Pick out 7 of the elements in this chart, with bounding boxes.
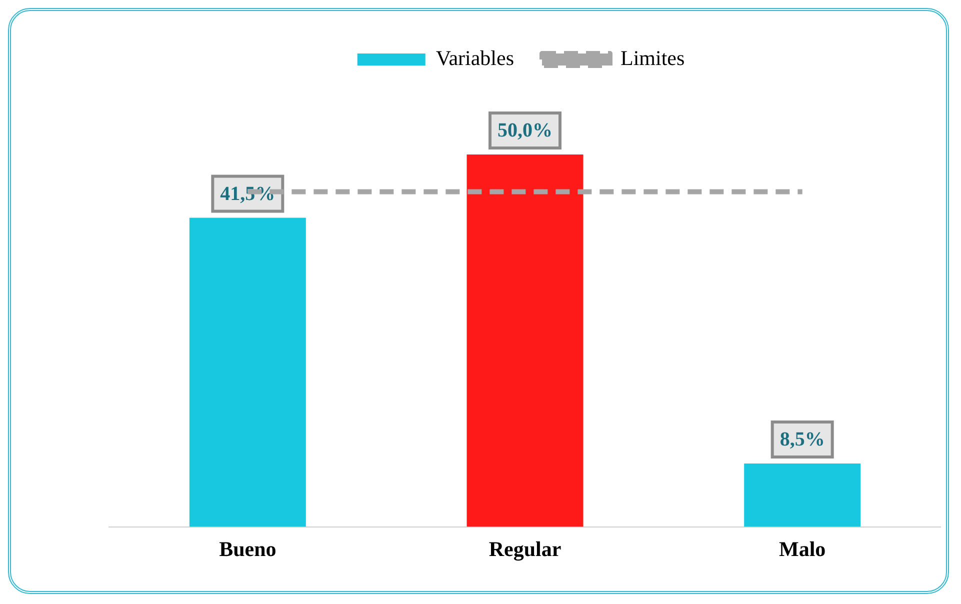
x-tick-label: Regular [488, 536, 562, 561]
legend-label: Limites [620, 46, 685, 70]
legend-label: Variables [436, 46, 514, 70]
x-tick-label: Malo [779, 536, 826, 561]
data-label: 8,5% [780, 428, 825, 451]
x-tick-label: Bueno [219, 536, 276, 561]
data-label: 50,0% [498, 120, 552, 142]
